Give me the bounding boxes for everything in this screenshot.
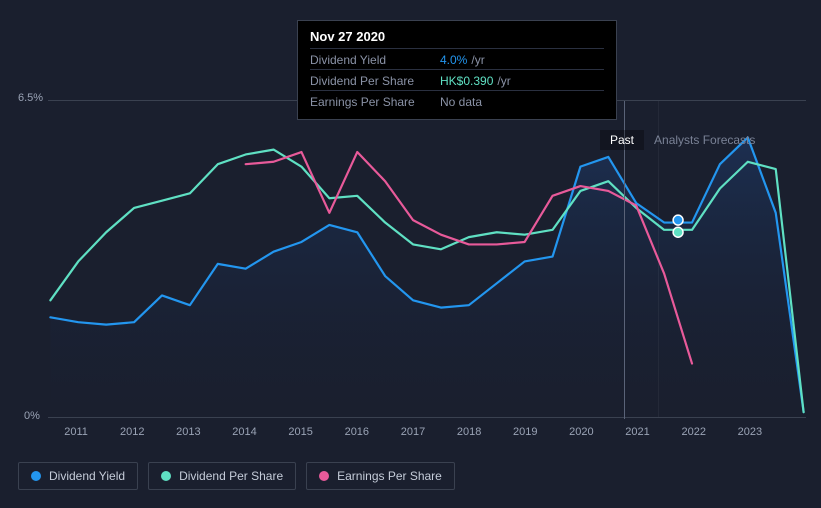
y-axis-max: 6.5% [18, 92, 43, 104]
tooltip-metric-suffix: /yr [497, 74, 510, 88]
tooltip-row: Dividend Per ShareHK$0.390/yr [310, 69, 604, 90]
legend-item-dividend_yield[interactable]: Dividend Yield [18, 462, 138, 490]
x-axis-year: 2017 [401, 426, 425, 438]
tooltip-metric-label: Dividend Per Share [310, 72, 440, 90]
forecast-label: Analysts Forecasts [644, 130, 765, 150]
x-axis-year: 2020 [569, 426, 593, 438]
tooltip-metric-label: Earnings Per Share [310, 93, 440, 111]
legend-dot-icon [31, 471, 41, 481]
legend-label: Dividend Yield [49, 469, 125, 483]
x-axis-year: 2011 [64, 426, 88, 438]
x-axis-year: 2022 [681, 426, 705, 438]
marker-dividend_per_share [673, 227, 683, 237]
legend-dot-icon [161, 471, 171, 481]
legend: Dividend Yield Dividend Per Share Earnings… [18, 462, 455, 490]
x-axis-year: 2023 [738, 426, 762, 438]
x-axis-year: 2019 [513, 426, 537, 438]
tooltip-metric-value: No data [440, 93, 486, 111]
x-axis-year: 2014 [232, 426, 256, 438]
tooltip-row: Earnings Per ShareNo data [310, 90, 604, 111]
legend-item-earnings_per_share[interactable]: Earnings Per Share [306, 462, 455, 490]
past-label: Past [600, 130, 644, 150]
tooltip-metric-suffix: /yr [471, 53, 484, 67]
x-axis-year: 2016 [345, 426, 369, 438]
chart-container: Nov 27 2020 Dividend Yield4.0%/yrDividen… [18, 20, 803, 490]
x-axis-year: 2015 [288, 426, 312, 438]
y-axis-min: 0% [24, 410, 40, 422]
tooltip-metric-value: 4.0%/yr [440, 51, 485, 69]
tooltip-row: Dividend Yield4.0%/yr [310, 48, 604, 69]
x-axis-year: 2012 [120, 426, 144, 438]
marker-dividend_yield [673, 215, 683, 225]
x-axis-year: 2013 [176, 426, 200, 438]
legend-label: Earnings Per Share [337, 469, 442, 483]
legend-label: Dividend Per Share [179, 469, 283, 483]
past-forecast-bar: Past Analysts Forecasts [600, 130, 765, 150]
x-axis-year: 2021 [625, 426, 649, 438]
legend-dot-icon [319, 471, 329, 481]
tooltip-metric-label: Dividend Yield [310, 51, 440, 69]
tooltip: Nov 27 2020 Dividend Yield4.0%/yrDividen… [297, 20, 617, 120]
tooltip-date: Nov 27 2020 [310, 29, 604, 44]
legend-item-dividend_per_share[interactable]: Dividend Per Share [148, 462, 296, 490]
tooltip-metric-value: HK$0.390/yr [440, 72, 511, 90]
area-fill [50, 137, 803, 417]
x-axis-year: 2018 [457, 426, 481, 438]
